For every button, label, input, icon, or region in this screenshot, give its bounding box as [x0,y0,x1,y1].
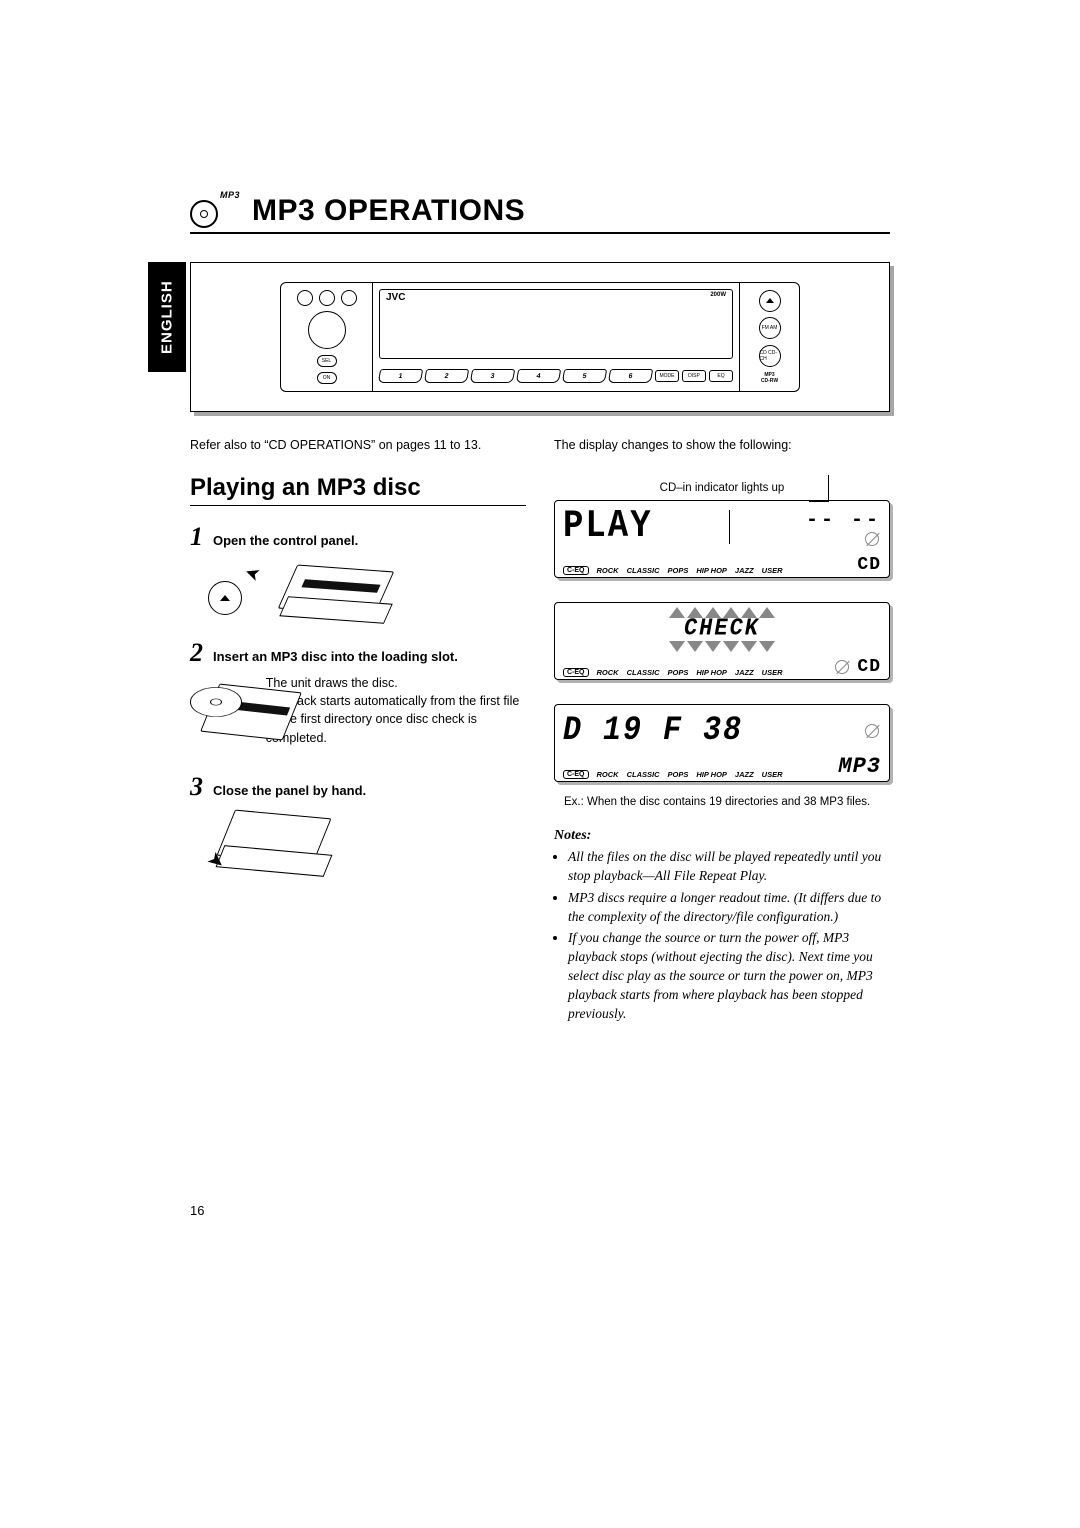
ceq-label-3: C-EQ [563,770,589,779]
stereo-unit: SEL ON JVC 200W 1 2 3 4 5 6 MODE [280,282,800,392]
step-3-title: Close the panel by hand. [213,783,366,798]
eq-hiphop: HIP HOP [696,566,727,575]
eq-row-3: C-EQ ROCK CLASSIC POPS HIP HOP JAZZ USER [563,770,783,779]
mp3-icon: MP3 [838,754,881,779]
eject-button-icon: ➤ [208,565,258,615]
step-3-num: 3 [190,772,203,802]
note-3: If you change the source or turn the pow… [568,928,890,1024]
eq-btn: EQ [709,370,733,382]
eject-icon [759,290,781,312]
cd-icon-1: CD [857,555,881,575]
notes-list: All the files on the disc will be played… [554,847,890,1023]
eq-rock-3: ROCK [597,770,619,779]
eq-jazz-3: JAZZ [735,770,754,779]
eq-classic: CLASSIC [627,566,660,575]
step-2-num: 2 [190,638,203,668]
stereo-illustration: SEL ON JVC 200W 1 2 3 4 5 6 MODE [190,262,890,412]
title-row: MP3 MP3 OPERATIONS [190,190,890,234]
mp3-badge-text: MP3 [190,190,240,200]
lcd2-text: CHECK [684,615,760,643]
eq-user-2: USER [762,668,783,677]
step-1: 1 Open the control panel. ➤ [190,522,526,620]
format-icons: MP3CD-RW [761,372,778,384]
insert-disc-icon [190,674,244,754]
step-2-body: The unit draws the disc. Playback starts… [266,674,526,754]
preset-5: 5 [562,369,607,383]
volume-knob-icon [308,311,346,349]
cd-btn: CD CD-CH [759,345,781,367]
lcd3-text: D 19 F 38 [563,712,743,751]
sel-pill: SEL [317,355,337,367]
notes-heading: Notes: [554,828,890,844]
eq-user-3: USER [762,770,783,779]
eq-classic-3: CLASSIC [627,770,660,779]
eq-pops-2: POPS [668,668,689,677]
page-title: MP3 OPERATIONS [252,194,525,228]
brand-label: JVC [386,292,405,303]
ceq-label-2: C-EQ [563,668,589,677]
right-intro: The display changes to show the followin… [554,436,890,454]
stereo-left-controls: SEL ON [281,283,373,391]
eq-hiphop-2: HIP HOP [696,668,727,677]
preset-4: 4 [516,369,561,383]
disc-icon [190,200,218,228]
lcd-play: PLAY -- -- C-EQ ROCK CLASSIC POPS HIP HO… [554,500,890,578]
right-column: The display changes to show the followin… [554,436,890,1026]
mp3-badge: MP3 [190,190,240,228]
note-2: MP3 discs require a longer readout time.… [568,888,890,926]
fm-am-btn: FM AM [759,317,781,339]
section-heading: Playing an MP3 disc [190,474,526,506]
eq-hiphop-3: HIP HOP [696,770,727,779]
cd-icon-2: CD [857,657,881,677]
panel-open-icon [276,560,396,620]
intro-left: Refer also to “CD OPERATIONS” on pages 1… [190,436,526,454]
mode-btn: MODE [655,370,679,382]
eq-row-1: C-EQ ROCK CLASSIC POPS HIP HOP JAZZ USER [563,566,783,575]
ceq-label: C-EQ [563,566,589,575]
preset-1: 1 [378,369,423,383]
stereo-screen: JVC 200W [379,289,733,359]
lcd1-text: PLAY [563,505,653,549]
step-1-title: Open the control panel. [213,533,358,548]
no-clock-icon-3 [865,724,879,738]
cd-indicator-caption: CD–in indicator lights up [554,482,890,494]
note-1: All the files on the disc will be played… [568,847,890,885]
stereo-preset-row: 1 2 3 4 5 6 MODE DISP EQ [373,365,739,391]
language-tab: ENGLISH [148,262,186,372]
step-3: 3 Close the panel by hand. ➤ [190,772,526,886]
on-pill: ON [317,372,337,384]
step-2: 2 Insert an MP3 disc into the loading sl… [190,638,526,754]
close-panel-icon: ➤ [208,808,338,886]
preset-6: 6 [608,369,653,383]
lcd1-dashes: -- -- [806,509,881,532]
stereo-right-controls: FM AM CD CD-CH MP3CD-RW [739,283,799,391]
no-clock-icon-2 [835,660,849,674]
lcd-dir-file: D 19 F 38 C-EQ ROCK CLASSIC POPS HIP HOP… [554,704,890,782]
lcd-check: CHECK C-EQ ROCK CLASSIC POPS HIP HOP JAZ… [554,602,890,680]
eq-row-2: C-EQ ROCK CLASSIC POPS HIP HOP JAZZ USER [563,668,783,677]
watt-label: 200W [710,292,726,298]
no-clock-icon [865,532,879,546]
columns: Refer also to “CD OPERATIONS” on pages 1… [190,436,890,1026]
eq-jazz: JAZZ [735,566,754,575]
preset-2: 2 [424,369,469,383]
down-triangles-icon [669,641,775,652]
eq-classic-2: CLASSIC [627,668,660,677]
page-number: 16 [190,1203,204,1218]
example-caption: Ex.: When the disc contains 19 directori… [564,794,890,810]
eq-pops: POPS [668,566,689,575]
step-2-title: Insert an MP3 disc into the loading slot… [213,649,458,664]
step-1-illustration: ➤ [208,560,526,620]
eq-jazz-2: JAZZ [735,668,754,677]
stereo-mid: JVC 200W 1 2 3 4 5 6 MODE DISP EQ [373,283,739,391]
step-1-num: 1 [190,522,203,552]
page-content: MP3 MP3 OPERATIONS SEL ON JVC 200W [190,190,890,1026]
eq-rock-2: ROCK [597,668,619,677]
left-column: Refer also to “CD OPERATIONS” on pages 1… [190,436,526,1026]
disp-btn: DISP [682,370,706,382]
eq-pops-3: POPS [668,770,689,779]
preset-3: 3 [470,369,515,383]
eq-user: USER [762,566,783,575]
eq-rock: ROCK [597,566,619,575]
